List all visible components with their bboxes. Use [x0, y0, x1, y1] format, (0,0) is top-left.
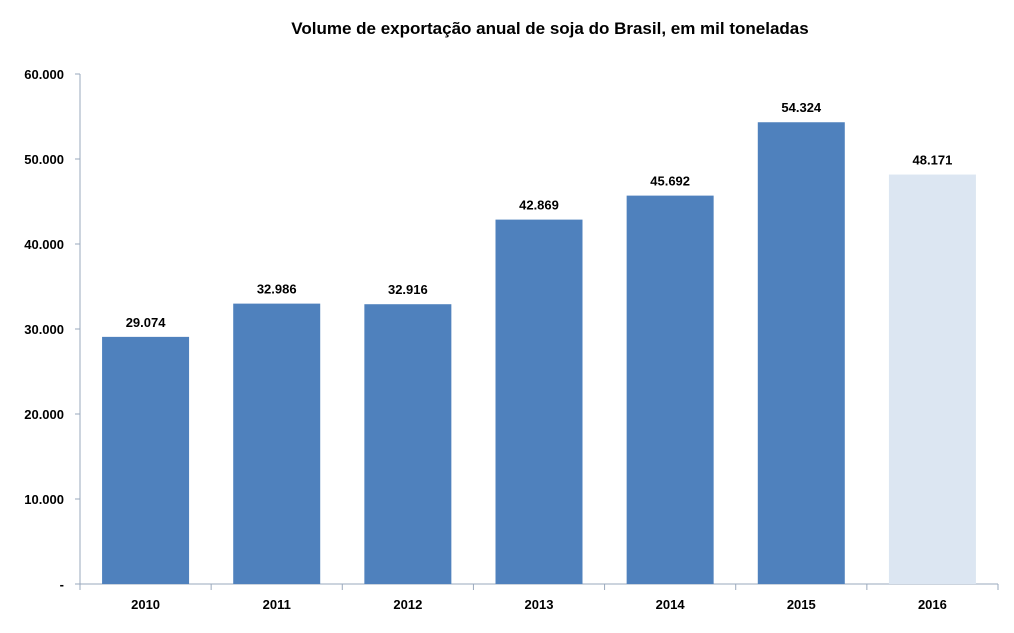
- y-tick-label: 60.000: [24, 67, 64, 82]
- y-tick-label: 30.000: [24, 322, 64, 337]
- data-label-2016: 48.171: [913, 153, 953, 168]
- x-tick-label-2014: 2014: [656, 597, 686, 612]
- bar-2016: [888, 174, 976, 584]
- y-tick-label: 50.000: [24, 152, 64, 167]
- x-tick-label-2010: 2010: [131, 597, 160, 612]
- data-label-2010: 29.074: [126, 315, 167, 330]
- data-label-2011: 32.986: [257, 282, 297, 297]
- bar-2011: [233, 303, 321, 584]
- x-tick-label-2016: 2016: [918, 597, 947, 612]
- x-tick-label-2015: 2015: [787, 597, 816, 612]
- x-tick-label-2011: 2011: [263, 597, 291, 612]
- y-tick-label: -: [60, 577, 64, 592]
- x-tick-label-2012: 2012: [393, 597, 422, 612]
- bar-2014: [626, 195, 714, 585]
- y-tick-label: 20.000: [24, 407, 64, 422]
- bar-2015: [757, 122, 845, 584]
- bar-2013: [495, 219, 583, 584]
- x-tick-label-2013: 2013: [525, 597, 554, 612]
- data-label-2014: 45.692: [650, 174, 690, 189]
- data-label-2015: 54.324: [781, 100, 822, 115]
- bar-2010: [102, 336, 190, 584]
- bar-2012: [364, 304, 452, 584]
- y-tick-label: 10.000: [24, 492, 64, 507]
- data-label-2012: 32.916: [388, 282, 428, 297]
- chart-title: Volume de exportação anual de soja do Br…: [291, 19, 809, 38]
- data-label-2013: 42.869: [519, 198, 559, 213]
- y-tick-label: 40.000: [24, 237, 64, 252]
